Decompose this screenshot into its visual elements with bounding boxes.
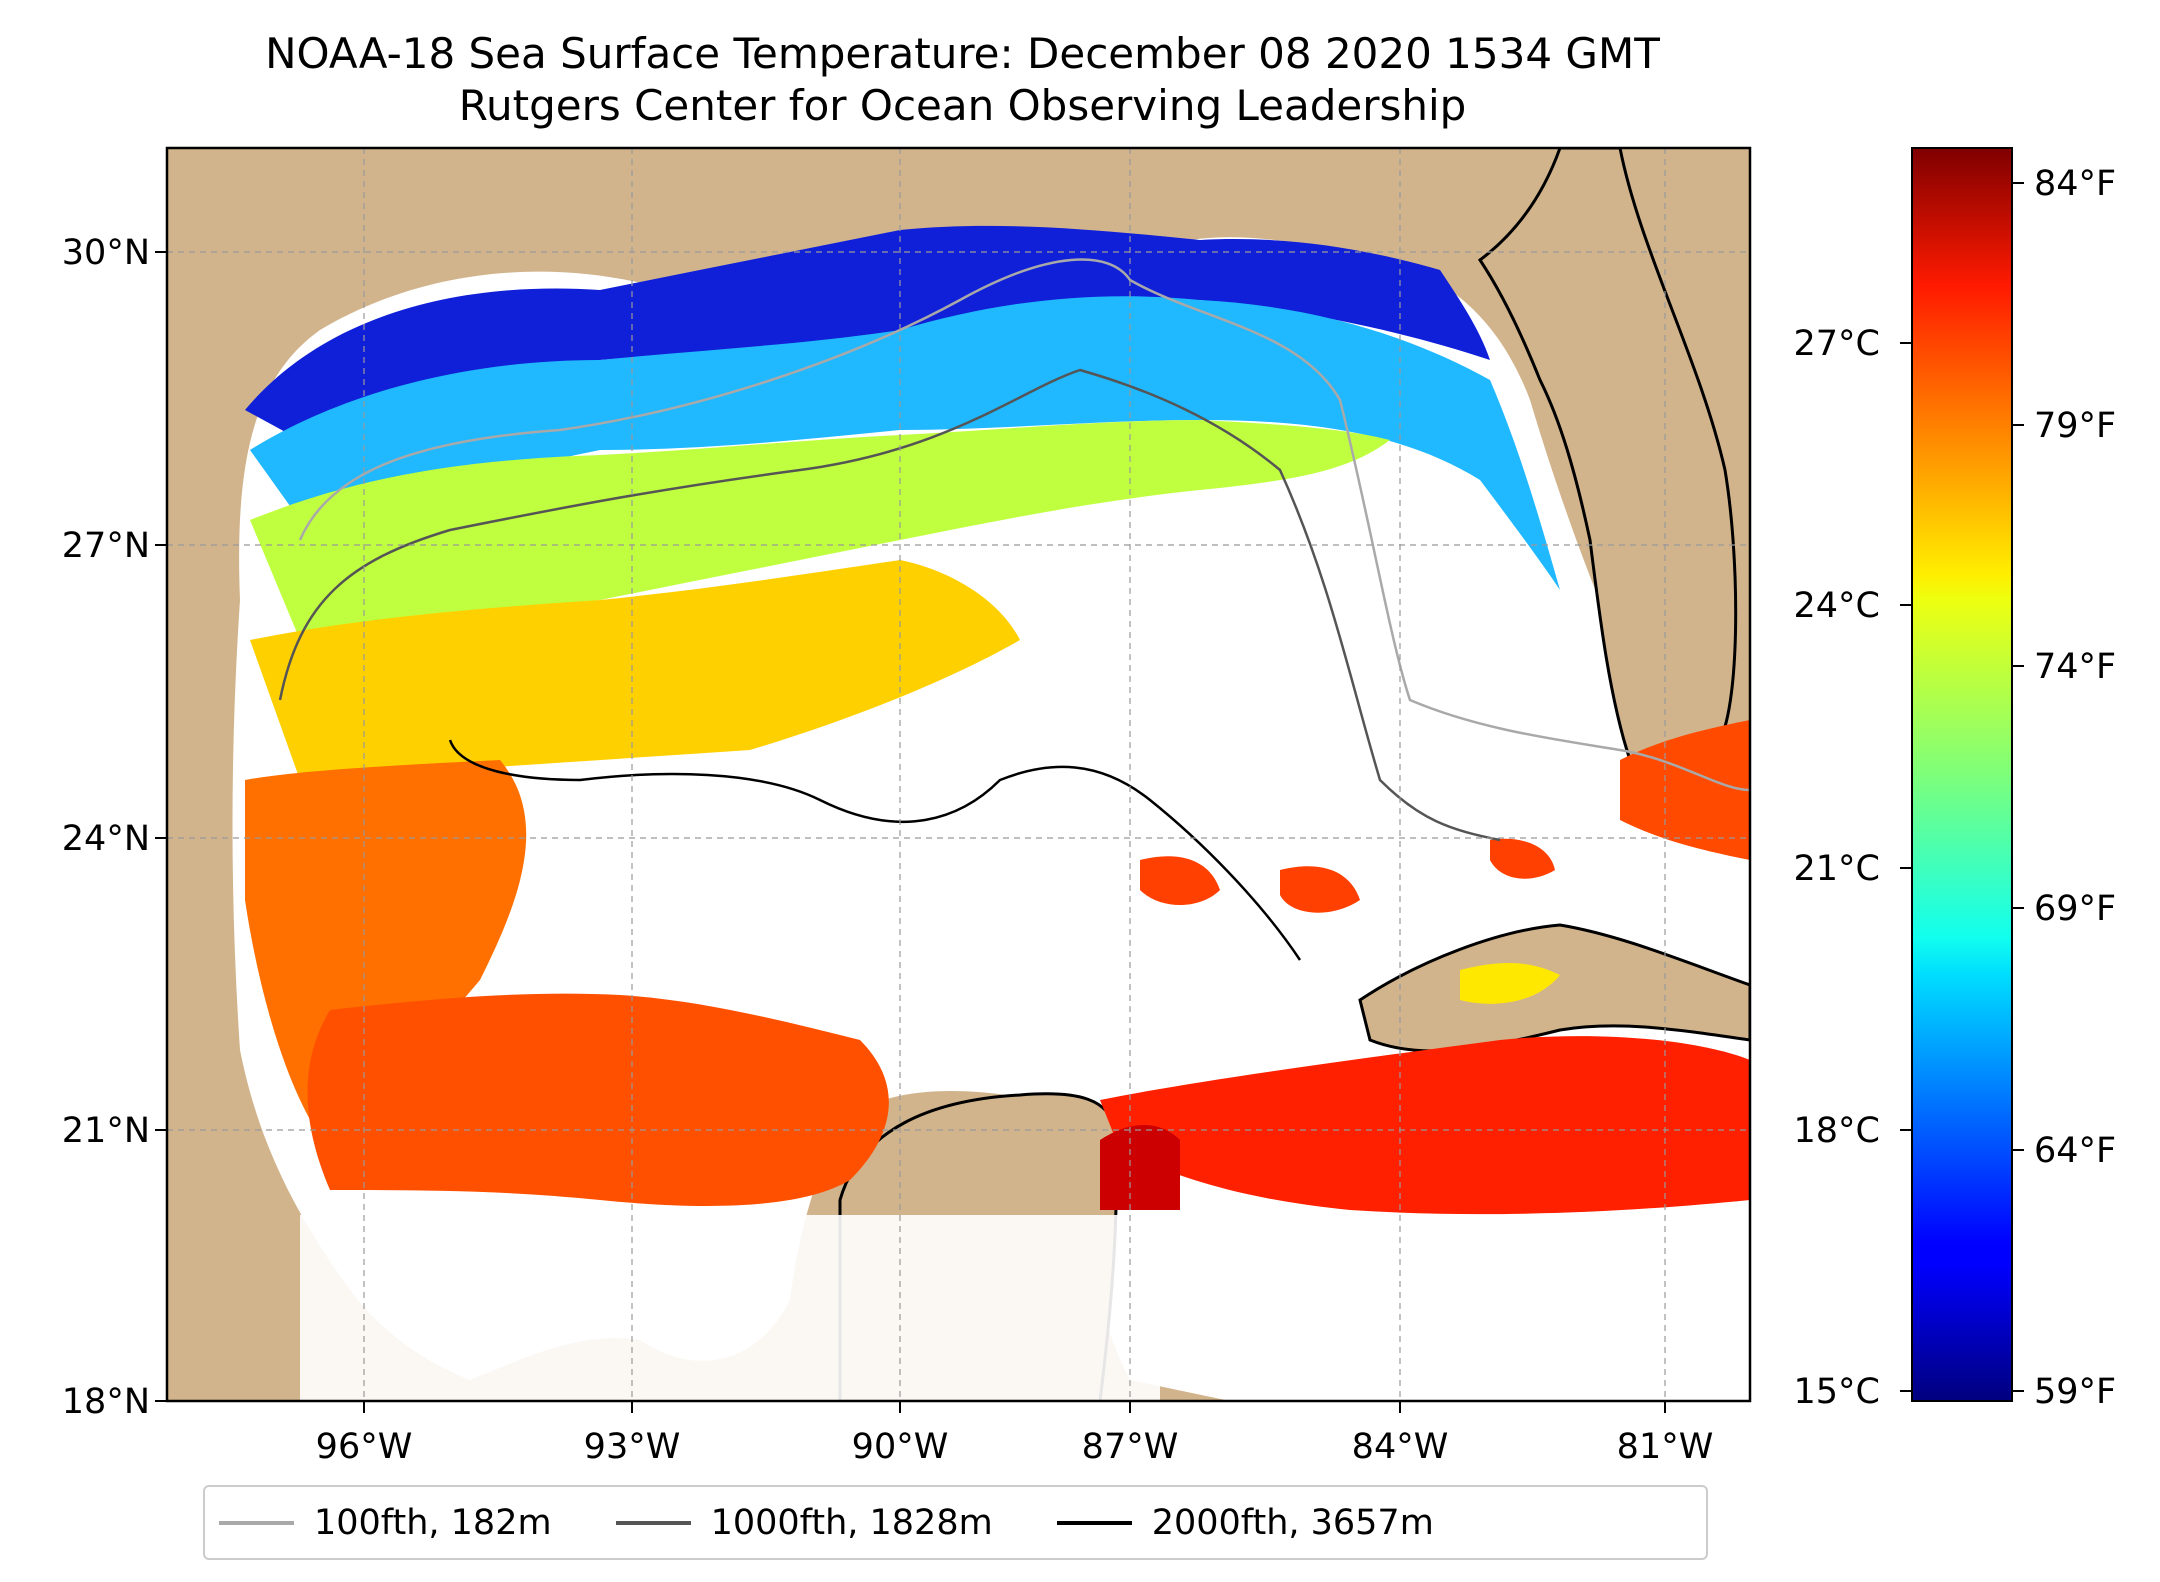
legend-label: 1000fth, 1828m [710,1502,993,1543]
lon-tick-label: 93°W [584,1427,681,1467]
colorbar [1911,147,2013,1402]
contour-legend: 100fth, 182m 1000fth, 1828m 2000fth, 365… [203,1485,1708,1560]
legend-swatch [1056,1520,1132,1525]
legend-label: 2000fth, 3657m [1151,1502,1434,1543]
no-data-band [300,1215,1160,1401]
lat-tick-label: 30°N [62,233,150,273]
colorbar-celsius-axis [1900,342,1912,1392]
fahrenheit-tick-label: 59°F [2034,1372,2116,1412]
celsius-tick-label: 15°C [1794,1372,1880,1412]
celsius-tick-label: 21°C [1794,849,1880,889]
celsius-tick-label: 27°C [1794,324,1880,364]
legend-item-1000fth: 1000fth, 1828m [615,1502,993,1543]
lon-tick-label: 90°W [852,1427,949,1467]
map-subtitle: Rutgers Center for Ocean Observing Leade… [458,81,1467,130]
fahrenheit-tick-label: 64°F [2034,1131,2116,1171]
legend-swatch [615,1520,691,1525]
lon-tick-label: 87°W [1082,1427,1179,1467]
legend-label: 100fth, 182m [314,1502,552,1543]
fahrenheit-tick-label: 79°F [2034,406,2116,446]
map-title: NOAA-18 Sea Surface Temperature: Decembe… [265,29,1660,78]
contour-1000fth [278,368,1501,842]
legend-item-2000fth: 2000fth, 3657m [1056,1502,1434,1543]
fahrenheit-tick-label: 69°F [2034,889,2116,929]
colorbar-fahrenheit-axis [2012,182,2024,1392]
lon-tick-label: 96°W [316,1427,413,1467]
celsius-tick-label: 24°C [1794,586,1880,626]
sst-data [245,225,1750,1215]
legend-swatch [219,1520,294,1525]
map-area [167,148,1750,1401]
contour-100fth [298,258,1750,792]
fahrenheit-tick-label: 74°F [2034,647,2116,687]
lon-axis [363,1401,1666,1413]
legend-item-100fth: 100fth, 182m [219,1503,552,1543]
celsius-tick-label: 18°C [1794,1111,1880,1151]
lat-axis [155,251,167,1402]
lon-tick-label: 81°W [1617,1427,1714,1467]
lat-tick-label: 18°N [62,1382,150,1422]
contour-2000fth [448,739,1302,961]
lat-tick-label: 21°N [62,1111,150,1151]
lat-tick-label: 27°N [62,526,150,566]
florida-land [1477,148,1738,766]
fahrenheit-tick-label: 84°F [2034,164,2116,204]
lat-tick-label: 24°N [62,819,150,859]
lon-tick-label: 84°W [1352,1427,1449,1467]
map-frame [165,146,1752,1403]
